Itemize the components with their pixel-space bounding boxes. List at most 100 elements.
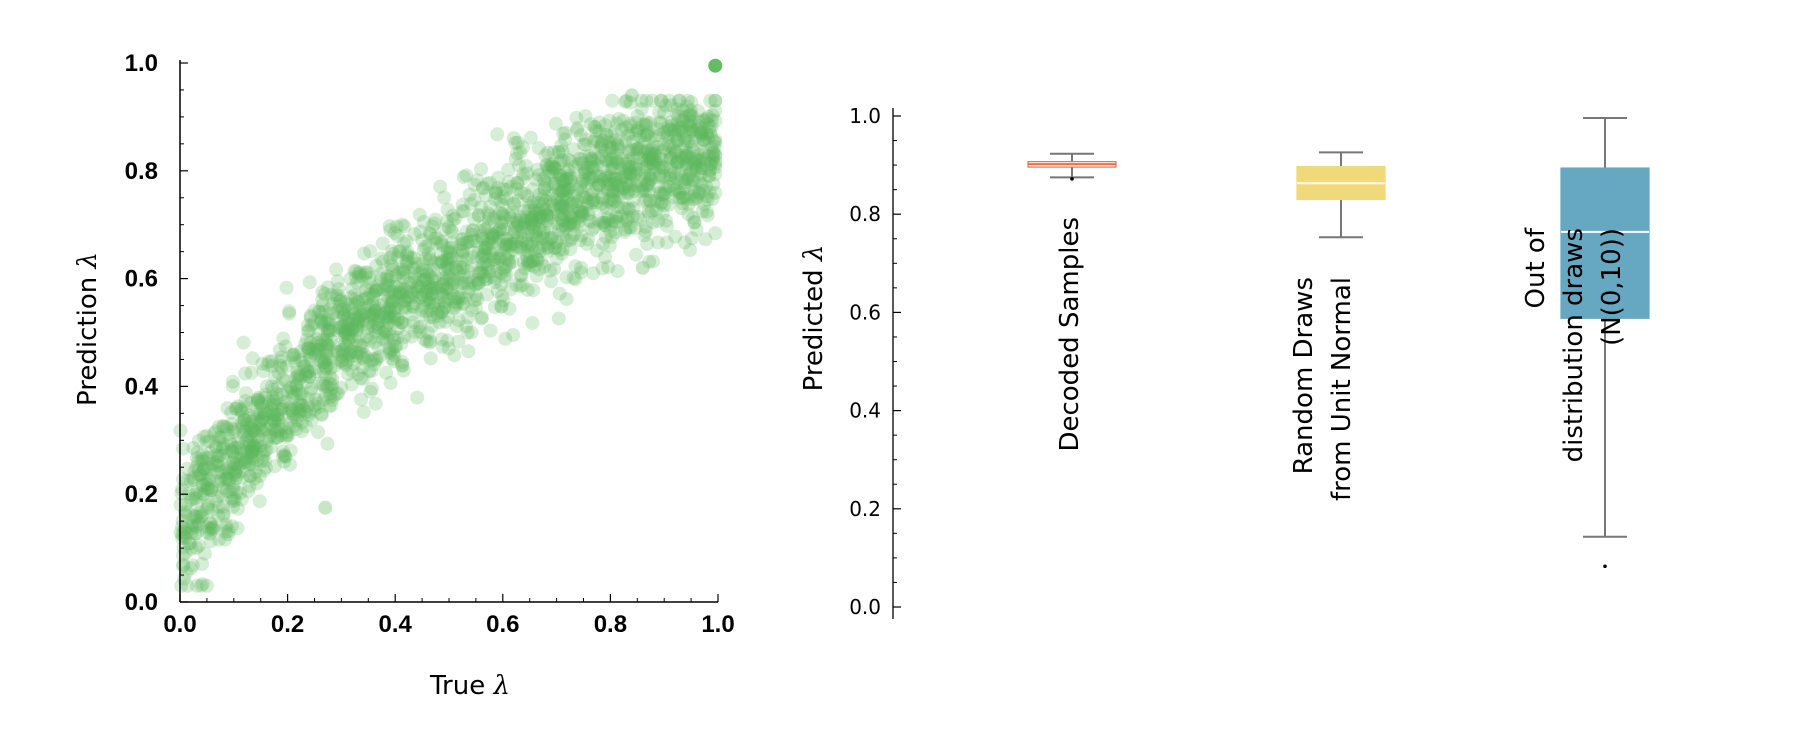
scatter-point — [233, 403, 248, 418]
scatter-point — [268, 423, 283, 438]
scatter-point — [186, 473, 201, 487]
scatter-point — [606, 189, 621, 204]
scatter-point — [415, 233, 430, 248]
scatter-point — [515, 171, 530, 186]
scatter-point — [581, 161, 596, 175]
scatter-point — [354, 371, 369, 386]
scatter-point — [225, 494, 240, 509]
scatter-point — [694, 124, 709, 139]
scatter-point — [540, 236, 555, 251]
scatter-point — [294, 386, 309, 401]
scatter-point — [601, 260, 616, 275]
scatter-point — [234, 471, 249, 486]
scatter-point — [680, 99, 695, 114]
scatter-point — [471, 275, 486, 290]
scatter-point — [210, 489, 225, 504]
scatter-point — [395, 315, 410, 330]
scatter-point — [625, 209, 640, 223]
scatter-point — [623, 220, 638, 235]
scatter-point — [425, 287, 439, 301]
scatter-point — [683, 151, 698, 166]
scatter-point — [686, 159, 701, 174]
scatter-point — [253, 406, 268, 421]
scatter-point — [701, 109, 716, 124]
scatter-point — [623, 118, 638, 133]
scatter-point — [221, 527, 236, 542]
scatter-point — [707, 139, 722, 154]
scatter-point — [385, 342, 400, 357]
scatter-point — [653, 158, 668, 173]
scatter-point — [456, 268, 471, 283]
scatter-point — [404, 285, 419, 300]
scatter-point — [258, 460, 273, 475]
scatter-point — [321, 324, 335, 338]
scatter-point — [445, 225, 460, 240]
scatter-point — [320, 328, 335, 343]
scatter-point — [344, 323, 359, 338]
scatter-point — [499, 232, 514, 247]
scatter-point — [391, 321, 406, 336]
scatter-point — [653, 168, 667, 183]
scatter-point — [301, 341, 316, 356]
scatter-point — [221, 465, 236, 480]
scatter-point — [438, 262, 453, 277]
scatter-point — [190, 497, 205, 512]
scatter-point — [482, 264, 497, 279]
scatter-point — [297, 359, 312, 374]
scatter-point — [581, 167, 596, 182]
scatter-point — [669, 156, 684, 170]
scatter-point — [544, 231, 559, 246]
scatter-point — [656, 105, 671, 120]
scatter-point — [449, 263, 464, 278]
scatter-point — [245, 444, 260, 459]
scatter-point — [465, 303, 479, 318]
scatter-point — [541, 199, 556, 214]
scatter-point — [266, 382, 281, 397]
scatter-point — [483, 199, 498, 214]
scatter-point — [504, 236, 519, 251]
scatter-point — [407, 260, 422, 275]
scatter-point — [512, 158, 527, 173]
scatter-point — [422, 251, 437, 266]
scatter-point — [399, 256, 414, 271]
scatter-point — [419, 284, 434, 299]
scatter-point — [679, 157, 694, 172]
scatter-point — [670, 116, 685, 130]
scatter-point — [237, 412, 252, 427]
scatter-point — [385, 262, 400, 277]
scatter-point — [174, 486, 189, 501]
scatter-point — [344, 349, 359, 364]
scatter-point — [488, 271, 503, 286]
scatter-point — [325, 297, 340, 312]
scatter-point — [663, 151, 678, 166]
scatter-point — [203, 483, 218, 498]
scatter-point — [536, 196, 550, 211]
scatter-point — [350, 275, 365, 290]
scatter-point — [612, 139, 627, 154]
scatter-point — [386, 246, 401, 261]
scatter-point — [490, 180, 505, 195]
scatter-point — [273, 423, 288, 437]
scatter-point — [244, 443, 259, 458]
scatter-point — [245, 445, 260, 460]
scatter-point — [226, 479, 241, 494]
scatter-point — [476, 231, 491, 246]
scatter-point — [449, 319, 464, 334]
scatter-point — [281, 428, 296, 443]
scatter-point — [518, 261, 532, 276]
scatter-point — [708, 226, 723, 241]
scatter-point — [238, 455, 253, 470]
scatter-point — [676, 114, 691, 129]
scatter-point — [206, 520, 221, 535]
scatter-point — [562, 218, 577, 233]
scatter-point — [559, 166, 574, 181]
scatter-point — [234, 492, 249, 507]
scatter-point — [654, 196, 669, 211]
scatter-point — [686, 143, 701, 158]
scatter-point — [218, 471, 233, 486]
scatter-point — [620, 156, 635, 171]
scatter-point — [621, 167, 635, 182]
scatter-point — [629, 164, 644, 179]
scatter-point — [312, 304, 327, 319]
scatter-point — [603, 153, 618, 168]
